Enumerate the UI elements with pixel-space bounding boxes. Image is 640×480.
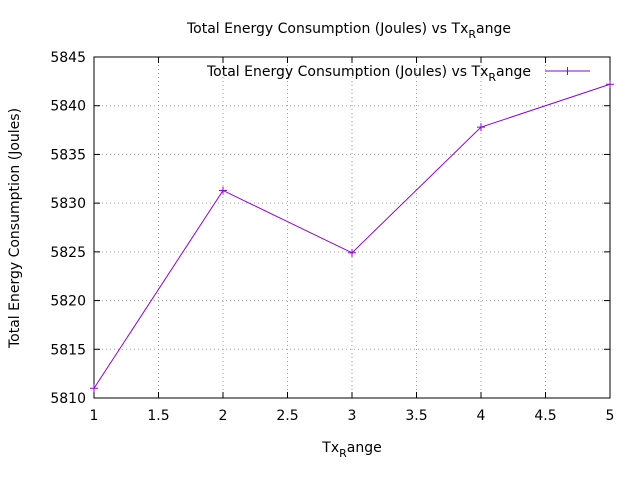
- y-tick-label: 5830: [50, 196, 86, 212]
- data-point: [606, 80, 614, 89]
- series-layer: [90, 80, 614, 393]
- x-tick-label: 1: [90, 408, 99, 424]
- x-axis-label-tail: ange: [347, 440, 382, 456]
- x-tick-label: 4.5: [534, 408, 556, 424]
- y-tick-label: 5845: [50, 50, 86, 66]
- x-tick-label: 3.5: [405, 408, 427, 424]
- legend-label: Total Energy Consumption (Joules) vs TxR…: [206, 64, 531, 84]
- y-tick-label: 5815: [50, 342, 86, 358]
- grid: [94, 57, 610, 398]
- legend-marker: [563, 67, 572, 75]
- x-axis-label: TxRange: [321, 440, 381, 460]
- data-point: [90, 384, 98, 393]
- x-tick-label: 2: [219, 408, 228, 424]
- x-tick-labels: 1 1.5 2 2.5 3 3.5 4 4.5 5: [90, 408, 615, 424]
- plot-frame: [93, 56, 611, 399]
- data-point: [348, 248, 356, 257]
- data-point: [477, 123, 485, 132]
- x-tick-label: 5: [606, 408, 615, 424]
- x-tick-label: 4: [477, 408, 486, 424]
- chart-title-sub: R: [468, 28, 476, 41]
- chart-title: Total Energy Consumption (Joules) vs TxR…: [186, 21, 511, 41]
- ticks: [93, 56, 611, 399]
- x-tick-label: 3: [348, 408, 357, 424]
- x-axis-label-sub: R: [339, 447, 347, 460]
- legend-label-main: Total Energy Consumption (Joules) vs Tx: [206, 64, 488, 80]
- chart-title-main: Total Energy Consumption (Joules) vs Tx: [186, 21, 468, 37]
- x-tick-label: 1.5: [147, 408, 169, 424]
- legend: Total Energy Consumption (Joules) vs TxR…: [206, 64, 590, 84]
- y-tick-label: 5820: [50, 294, 86, 310]
- x-axis-label-main: Tx: [321, 440, 339, 456]
- data-point: [219, 186, 227, 195]
- legend-label-tail: ange: [496, 64, 531, 80]
- legend-label-sub: R: [488, 71, 496, 84]
- y-tick-label: 5825: [50, 245, 86, 261]
- y-tick-labels: 5810 5815 5820 5825 5830 5835 5840 5845: [50, 50, 86, 407]
- y-tick-label: 5840: [50, 99, 86, 115]
- y-tick-label: 5810: [50, 391, 86, 407]
- y-tick-label: 5835: [50, 147, 86, 163]
- x-tick-label: 2.5: [276, 408, 298, 424]
- chart-title-tail: ange: [476, 21, 511, 37]
- y-axis-label: Total Energy Consumption (Joules): [7, 108, 23, 349]
